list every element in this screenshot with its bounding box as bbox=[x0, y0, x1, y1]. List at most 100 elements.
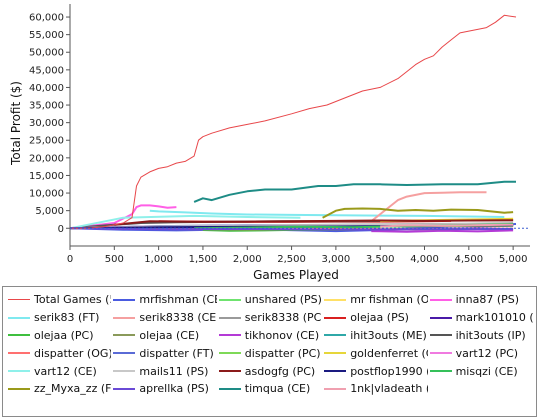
legend-item: mr fishman (OG) bbox=[322, 291, 428, 309]
legend-label: olejaa (PC) bbox=[34, 328, 94, 342]
series-line-serik8338-ce bbox=[370, 191, 487, 222]
series-line-zz-myxa-zz-ft bbox=[322, 207, 514, 219]
legend-label: asdogfg (PC) bbox=[244, 364, 316, 378]
y-tick-label: 30,000 bbox=[29, 118, 64, 129]
legend-swatch bbox=[8, 370, 30, 373]
y-tick-label: 0 bbox=[58, 224, 64, 235]
legend-label: olejaa (CE) bbox=[139, 328, 200, 342]
legend-item: postflop1990 (OG) bbox=[322, 362, 428, 380]
series-line-aprellka-ps bbox=[69, 227, 514, 231]
legend-label: tikhonov (CE) bbox=[244, 328, 320, 342]
legend-swatch bbox=[324, 387, 347, 390]
legend-swatch bbox=[113, 298, 136, 301]
legend-swatch bbox=[8, 334, 30, 337]
legend-label: vart12 (CE) bbox=[34, 364, 97, 378]
x-tick-label: 2,000 bbox=[233, 254, 262, 265]
legend-item: Total Games (5032) bbox=[6, 291, 111, 309]
x-axis-ticks: 0 500 1,000 1,500 2,000 2,500 3,000 3,500 4,000 4… bbox=[67, 246, 528, 265]
series-line-inna87-ps bbox=[69, 204, 177, 230]
legend-swatch bbox=[8, 387, 30, 390]
legend-swatch bbox=[218, 334, 241, 337]
legend-item: inna87 (PS) bbox=[428, 291, 533, 309]
legend-item: dispatter (FT) bbox=[111, 344, 216, 362]
x-tick-label: 0 bbox=[67, 254, 73, 265]
legend-label: olejaa (PS) bbox=[350, 311, 409, 325]
legend-label: 1nk|vladeath (PS) bbox=[350, 382, 427, 396]
legend-item: goldenferret (CE) bbox=[322, 344, 428, 362]
y-tick-label: 15,000 bbox=[29, 171, 64, 182]
legend-swatch bbox=[324, 352, 347, 355]
legend-item: asdogfg (PC) bbox=[217, 362, 322, 380]
series-line-vart12-ce bbox=[69, 214, 301, 230]
legend-swatch bbox=[113, 316, 136, 319]
legend-swatch bbox=[113, 352, 136, 355]
legend-item: tikhonov (CE) bbox=[217, 327, 322, 345]
y-tick-label: 25,000 bbox=[29, 136, 64, 147]
legend-label: inna87 (PS) bbox=[455, 293, 520, 307]
y-tick-label: 60,000 bbox=[29, 13, 64, 24]
legend-swatch bbox=[429, 298, 452, 301]
legend-label: timqua (CE) bbox=[244, 382, 311, 396]
legend-item: unshared (PS) bbox=[217, 291, 322, 309]
legend-swatch bbox=[429, 334, 452, 337]
legend-label: mr fishman (OG) bbox=[350, 293, 428, 307]
legend-swatch bbox=[429, 316, 452, 319]
legend-swatch bbox=[324, 298, 347, 301]
series-line-timqua-ce bbox=[193, 180, 516, 203]
legend-swatch bbox=[429, 370, 452, 373]
y-tick-label: 5,000 bbox=[35, 206, 64, 217]
legend-swatch bbox=[8, 299, 30, 301]
y-tick-label: 50,000 bbox=[29, 48, 64, 59]
legend-swatch bbox=[218, 316, 241, 319]
series-line-asdogfg-pc bbox=[114, 219, 514, 226]
legend-label: serik8338 (CE) bbox=[139, 311, 217, 325]
legend-swatch bbox=[324, 334, 347, 337]
legend-label: mails11 (PS) bbox=[139, 364, 209, 378]
legend-item: vart12 (PC) bbox=[428, 344, 533, 362]
legend-label: ihit3outs (IP) bbox=[455, 328, 526, 342]
x-axis-title: Games Played bbox=[253, 268, 339, 282]
line-chart: 0 5,000 10,000 15,000 20,000 25,000 30,000 35,0… bbox=[9, 4, 530, 282]
legend-item: misqzi (CE) bbox=[428, 362, 533, 380]
legend-item: dispatter (OG) bbox=[6, 344, 111, 362]
legend-swatch bbox=[113, 387, 136, 390]
legend-swatch bbox=[218, 298, 241, 301]
legend-item: zz_Myxa_zz (FT) bbox=[6, 380, 111, 398]
series-line-tikhonov-ce bbox=[371, 229, 514, 233]
legend-item: serik8338 (CE) bbox=[111, 309, 217, 327]
legend-label: mrfishman (CE) bbox=[139, 293, 216, 307]
x-tick-label: 5,000 bbox=[499, 254, 528, 265]
series-line-total-games-5032 bbox=[70, 14, 517, 229]
legend-label: Total Games (5032) bbox=[34, 293, 111, 307]
legend-swatch bbox=[324, 316, 347, 319]
legend-swatch bbox=[218, 387, 241, 390]
legend-label: ihit3outs (ME) bbox=[350, 328, 427, 342]
legend-label: serik8338 (PC) bbox=[244, 311, 323, 325]
legend-swatch bbox=[8, 352, 30, 355]
legend-label: misqzi (CE) bbox=[455, 364, 518, 378]
legend-item: serik8338 (PC) bbox=[217, 309, 322, 327]
legend-label: goldenferret (CE) bbox=[350, 346, 427, 360]
y-tick-label: 45,000 bbox=[29, 65, 64, 76]
legend-item: ihit3outs (ME) bbox=[322, 327, 427, 345]
y-tick-label: 10,000 bbox=[29, 189, 64, 200]
y-tick-label: 55,000 bbox=[29, 30, 64, 41]
series-line-1nk-vladeath-ps bbox=[380, 223, 514, 228]
x-tick-label: 500 bbox=[105, 254, 124, 265]
legend-item: aprellka (PS) bbox=[111, 380, 216, 398]
x-tick-label: 3,000 bbox=[322, 254, 351, 265]
y-axis-ticks: 0 5,000 10,000 15,000 20,000 25,000 30,000 35,0… bbox=[29, 13, 70, 235]
series-layer bbox=[69, 14, 517, 233]
legend-item: ihit3outs (IP) bbox=[428, 327, 533, 345]
legend-item: 1nk|vladeath (PS) bbox=[322, 380, 428, 398]
y-tick-label: 20,000 bbox=[29, 153, 64, 164]
legend-label: dispatter (PC) bbox=[244, 346, 321, 360]
legend-label: postflop1990 (OG) bbox=[350, 364, 427, 378]
legend-swatch bbox=[113, 334, 136, 337]
legend-item: vart12 (CE) bbox=[6, 362, 111, 380]
legend-item: olejaa (PC) bbox=[6, 327, 111, 345]
x-tick-label: 1,500 bbox=[189, 254, 218, 265]
legend-grid: Total Games (5032) mrfishman (CE) unshared… bbox=[6, 291, 533, 414]
legend-label: unshared (PS) bbox=[244, 293, 322, 307]
x-tick-label: 4,000 bbox=[410, 254, 439, 265]
